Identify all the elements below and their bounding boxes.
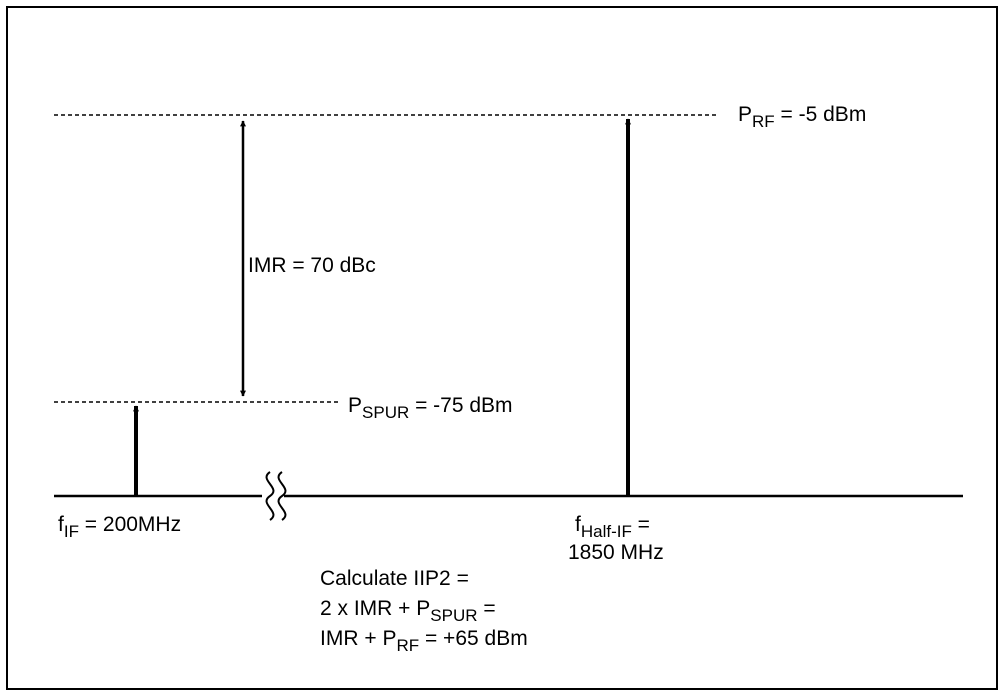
iip2-calc-line2: 2 x IMR + PSPUR = [320,597,496,625]
fhalf-frequency-value: 1850 MHz [568,541,664,564]
diagram-border [6,6,998,690]
imr-label: IMR = 70 dBc [248,254,376,277]
iip2-calc-line3: IMR + PRF = +65 dBm [320,627,528,655]
iip2-calc-line1: Calculate IIP2 = [320,567,469,590]
prf-label: PRF = -5 dBm [738,103,867,131]
fif-label: fIF = 200MHz [58,513,182,541]
pspur-label: PSPUR = -75 dBm [348,394,513,422]
fhalf-label: fHalf-IF = [575,513,650,541]
axis-break-symbol [265,471,287,521]
